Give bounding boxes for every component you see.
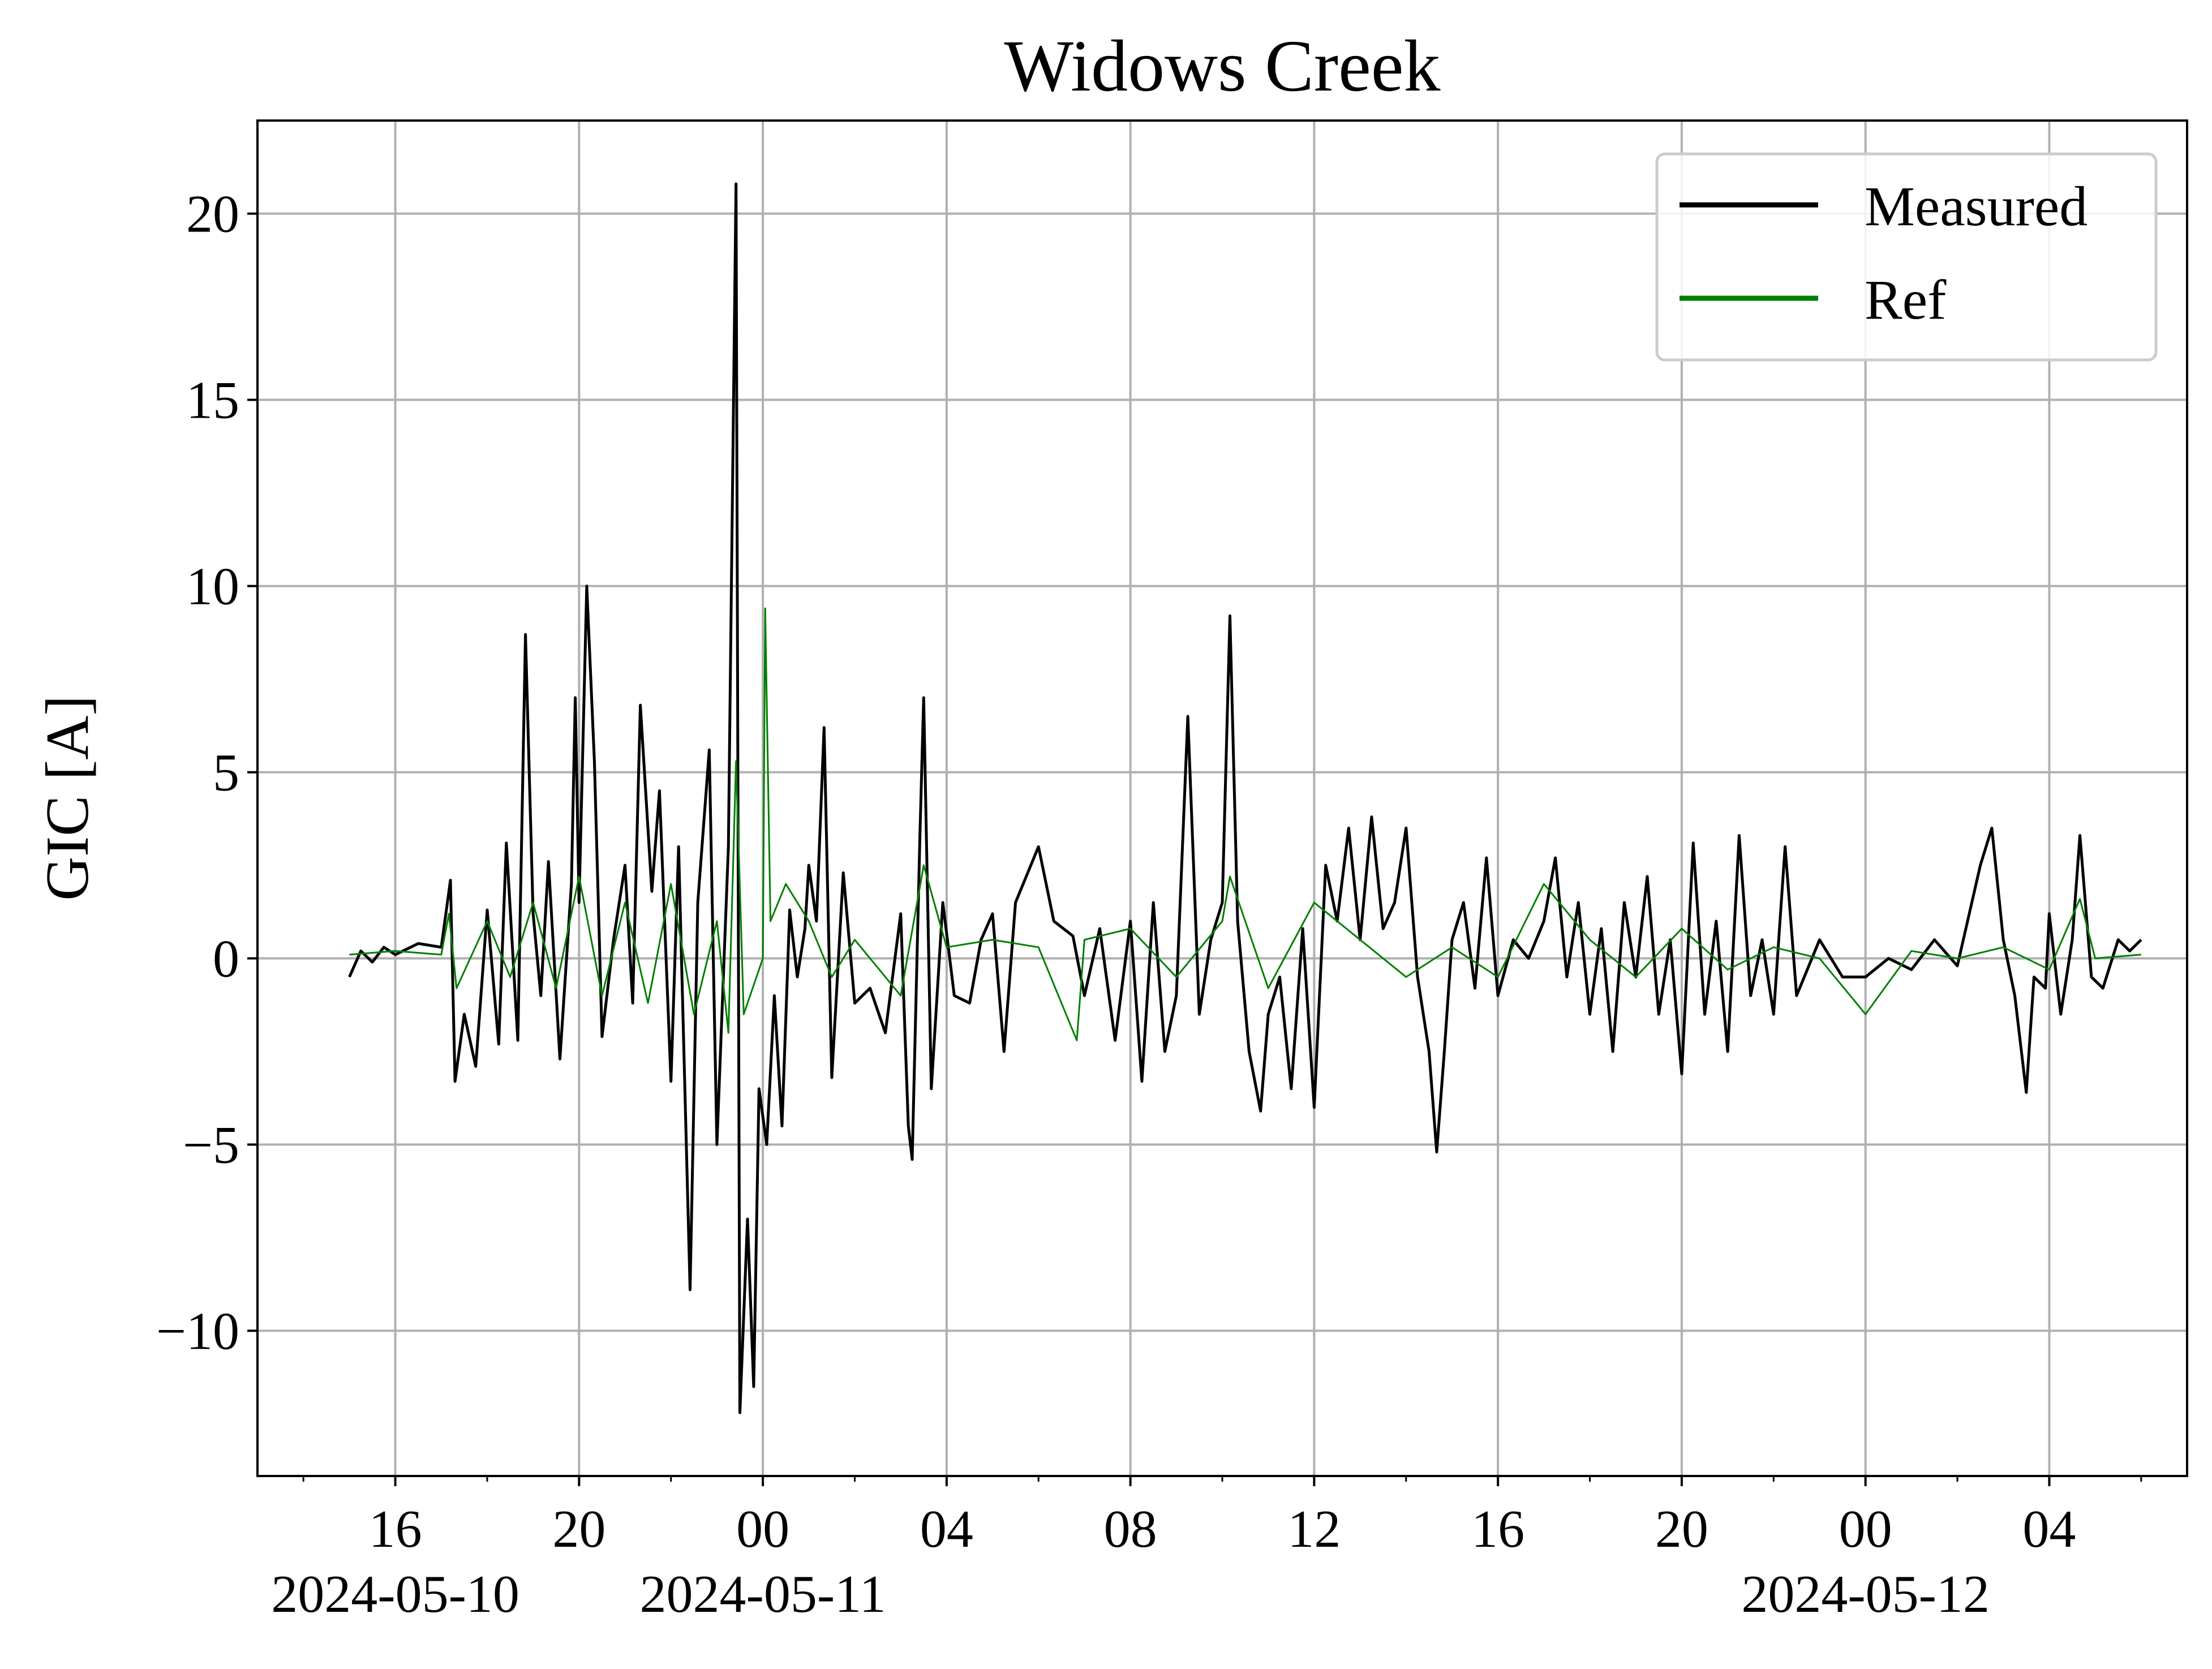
chart-title: Widows Creek xyxy=(1004,25,1441,107)
y-tick-label: −5 xyxy=(183,1115,239,1174)
x-tick-label: 04 xyxy=(2022,1500,2076,1559)
x-tick-label: 00 xyxy=(736,1500,789,1559)
x-date-label: 2024-05-12 xyxy=(1741,1565,1990,1624)
x-tick-label: 08 xyxy=(1104,1500,1157,1559)
y-tick-label: 10 xyxy=(186,557,239,616)
y-tick-label: −10 xyxy=(156,1302,239,1361)
x-tick-label: 12 xyxy=(1287,1500,1341,1559)
series-line-measured xyxy=(348,182,2142,1414)
ticks: −10 −5 0 5 10 15 20 16 2024-05-10 20 00 2024-05-11 0… xyxy=(156,185,2142,1624)
y-axis-label: GIC [A] xyxy=(34,696,101,901)
x-tick-label: 00 xyxy=(1839,1500,1892,1559)
series-layer xyxy=(348,182,2142,1414)
x-tick-label: 20 xyxy=(552,1500,605,1559)
y-tick-label: 0 xyxy=(213,929,239,988)
x-date-label: 2024-05-11 xyxy=(640,1565,886,1624)
x-tick-label: 16 xyxy=(1471,1500,1524,1559)
x-tick-label: 04 xyxy=(920,1500,973,1559)
series-line-ref xyxy=(349,607,2141,1041)
y-tick-label: 5 xyxy=(213,743,239,802)
legend-label-measured: Measured xyxy=(1865,175,2088,238)
x-tick-label: 16 xyxy=(369,1500,422,1559)
y-tick-label: 20 xyxy=(186,185,239,243)
y-tick-label: 15 xyxy=(186,371,239,430)
legend: Measured Ref xyxy=(1655,152,2158,362)
x-date-label: 2024-05-10 xyxy=(271,1565,519,1624)
legend-label-ref: Ref xyxy=(1865,268,1947,331)
x-tick-label: 20 xyxy=(1655,1500,1708,1559)
